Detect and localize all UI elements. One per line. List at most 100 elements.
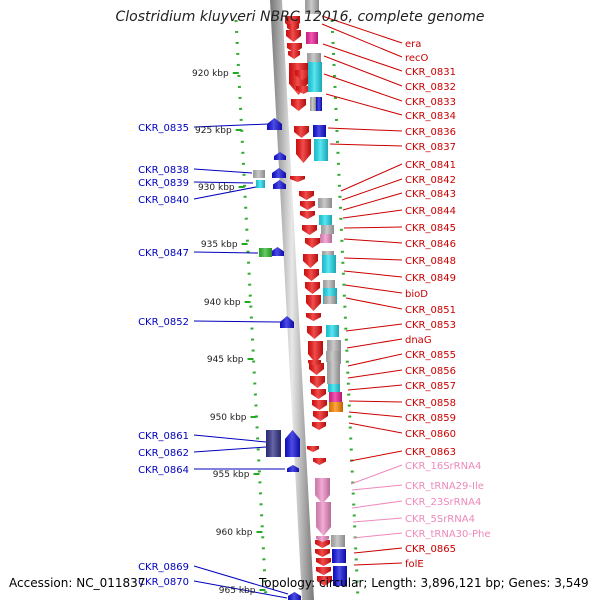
scale-tick-label: 940 kbp	[204, 298, 241, 308]
gene-feature-shading	[307, 326, 322, 339]
gene-label-left: CKR_0862	[138, 448, 189, 459]
gene-label-right: CKR_0843	[405, 189, 456, 200]
gene-feature-shading	[307, 53, 321, 63]
gene-feature-shading	[285, 430, 300, 457]
scale-tick-label: 925 kbp	[195, 126, 232, 136]
gene-label-left: CKR_0852	[138, 317, 189, 328]
leader-line-right	[340, 163, 403, 192]
leader-line-right	[348, 400, 403, 403]
leader-line-left	[193, 565, 289, 595]
leader-line-right	[353, 547, 403, 554]
leader-line-right	[345, 323, 403, 332]
gene-label-right: CKR_0860	[405, 429, 456, 440]
gene-feature-shading	[287, 465, 299, 472]
leader-line-right	[323, 55, 403, 87]
gene-label-right: CKR_0851	[405, 305, 456, 316]
scale-tick-label: 950 kbp	[210, 413, 247, 423]
gene-feature-shading	[299, 191, 314, 200]
gene-label-left: CKR_0870	[138, 577, 189, 588]
gene-feature-shading	[306, 313, 321, 321]
leader-line-right	[327, 127, 403, 132]
accession-text: Accession: NC_011837	[9, 576, 146, 590]
scale-tick-label: 920 kbp	[192, 69, 229, 79]
gene-label-right: CKR_tRNA29-Ile	[405, 481, 484, 492]
gene-feature-shading	[316, 536, 329, 542]
gene-feature-shading	[327, 363, 340, 375]
gene-feature-shading	[332, 549, 346, 563]
gene-feature-shading	[329, 402, 343, 412]
gene-feature-shading	[288, 592, 301, 600]
leader-line-right	[346, 338, 403, 349]
gene-feature-shading	[320, 234, 332, 243]
leader-line-right	[321, 15, 403, 44]
gene-label-right: CKR_0837	[405, 142, 456, 153]
scale-tick-label: 945 kbp	[207, 355, 244, 365]
gene-label-left: CKR_0839	[138, 178, 189, 189]
gene-label-right: folE	[405, 559, 424, 570]
gene-label-right: CKR_0858	[405, 398, 456, 409]
leader-line-left	[193, 186, 257, 200]
scale-tick-label: 955 kbp	[213, 470, 250, 480]
leader-line-right	[343, 257, 403, 261]
gene-feature-shading	[305, 238, 320, 248]
leader-line-right	[349, 450, 403, 462]
gene-feature-shading	[312, 400, 327, 410]
gene-label-right: era	[405, 39, 421, 50]
gene-feature-shading	[313, 411, 328, 421]
map-footer: Accession: NC_011837 Topology: circular;…	[0, 574, 600, 600]
gene-feature-shading	[315, 549, 330, 557]
gene-label-left: CKR_0838	[138, 165, 189, 176]
gene-label-left: CKR_0847	[138, 248, 189, 259]
gene-label-right: CKR_0841	[405, 160, 456, 171]
gene-label-right: CKR_0855	[405, 350, 456, 361]
leader-line-left	[193, 446, 267, 453]
gene-feature-shading	[310, 376, 325, 388]
gene-feature-shading	[273, 180, 286, 189]
gene-label-right: recO	[405, 53, 429, 64]
gene-feature-shading	[310, 97, 316, 111]
leader-line-right	[352, 517, 403, 523]
gene-feature-shading	[296, 86, 311, 94]
gene-feature-shading	[253, 170, 265, 178]
scale-tick-label: 960 kbp	[216, 528, 253, 538]
gene-label-right: CKR_16SrRNA4	[405, 461, 481, 472]
gene-feature-shading	[291, 99, 306, 111]
leader-line-right	[343, 238, 403, 244]
leader-line-right	[342, 192, 403, 211]
leader-line-right	[352, 532, 403, 539]
gene-feature-shading	[272, 168, 286, 178]
gene-label-right: CKR_23SrRNA4	[405, 497, 481, 508]
leader-line-right	[348, 411, 403, 418]
gene-feature-shading	[316, 97, 322, 111]
gene-feature-shading	[316, 567, 331, 575]
gene-label-right: CKR_0842	[405, 175, 456, 186]
leader-line-left	[193, 434, 267, 443]
gene-label-right: CKR_0849	[405, 273, 456, 284]
gene-feature-shading	[316, 558, 331, 566]
scale-tick-label: 965 kbp	[219, 586, 256, 596]
gene-label-right: CKR_0859	[405, 413, 456, 424]
leader-line-right	[345, 297, 403, 310]
gene-feature-shading	[300, 211, 315, 219]
gene-label-right: CKR_0845	[405, 223, 456, 234]
left-dotted-track	[234, 19, 268, 601]
gene-label-right: CKR_0833	[405, 97, 456, 108]
gene-label-left: CKR_0835	[138, 123, 189, 134]
gene-feature-shading	[290, 176, 305, 182]
genome-axis	[270, 0, 314, 600]
leader-line-right	[351, 500, 403, 509]
gene-label-right: CKR_0834	[405, 111, 456, 122]
leader-line-right	[323, 73, 403, 102]
leader-line-right	[348, 422, 403, 434]
gene-feature-shading	[308, 62, 322, 92]
gene-feature-shading	[280, 316, 294, 328]
scale-tick-label: 930 kbp	[198, 183, 235, 193]
leader-line-right	[351, 484, 403, 491]
gene-feature-shading	[256, 180, 265, 188]
leader-line-right	[343, 226, 403, 229]
gene-feature-shading	[314, 139, 328, 161]
leader-line-right	[347, 384, 403, 391]
gene-feature-shading	[318, 198, 332, 208]
